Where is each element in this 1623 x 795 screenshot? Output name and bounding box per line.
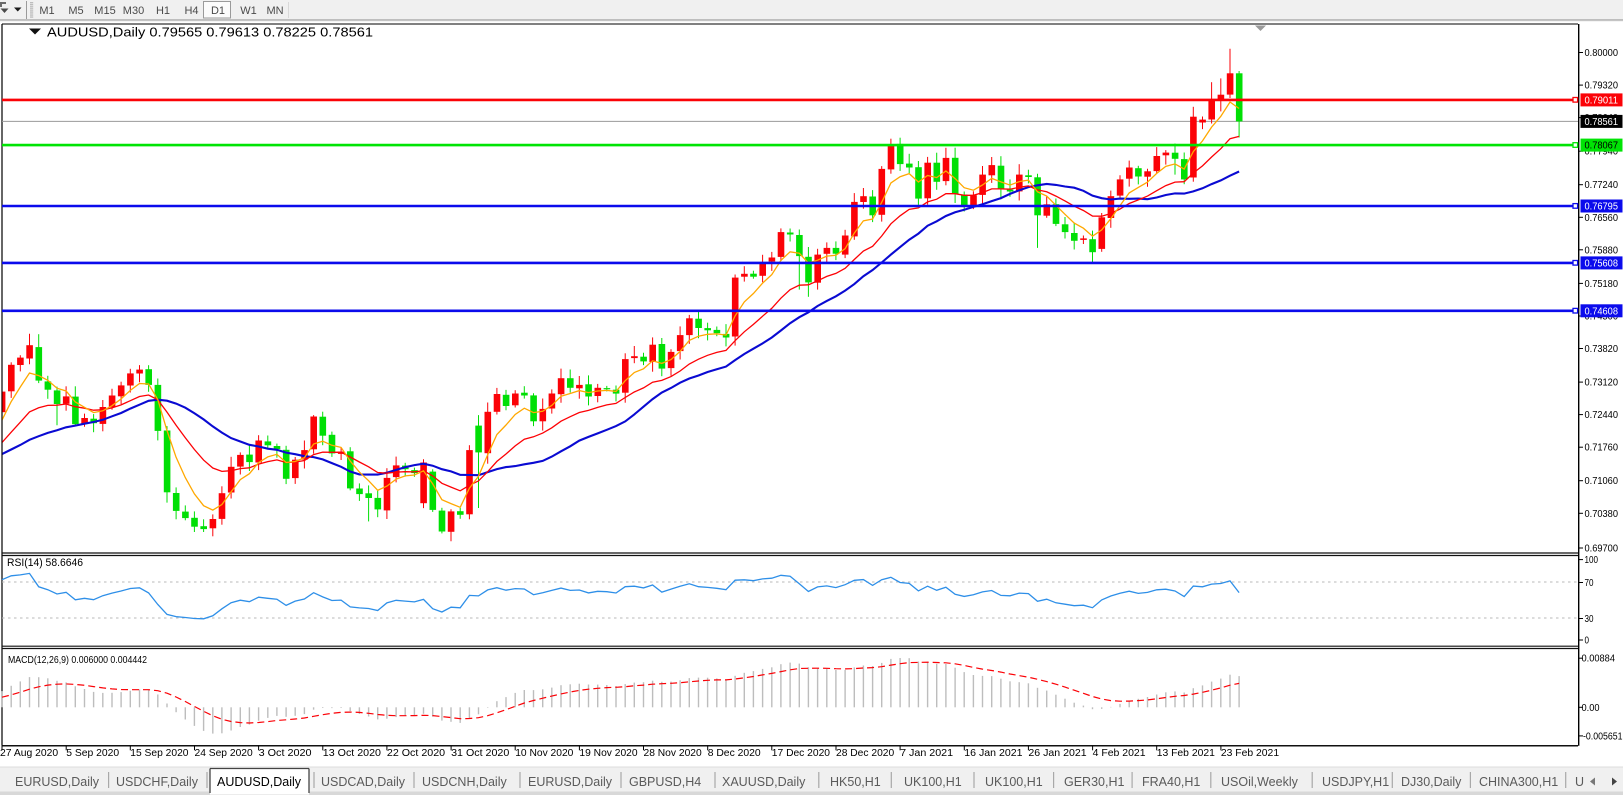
- svg-text:0.75180: 0.75180: [1585, 279, 1619, 290]
- svg-text:USOil,Weekly: USOil,Weekly: [1221, 775, 1299, 789]
- svg-text:FRA40,H1: FRA40,H1: [1142, 775, 1200, 789]
- svg-text:0.73120: 0.73120: [1585, 378, 1619, 389]
- svg-text:AUDUSD,Daily 0.79565 0.79613: AUDUSD,Daily 0.79565 0.79613 0.78225 0.7…: [47, 25, 373, 40]
- svg-text:UK100,H1: UK100,H1: [904, 775, 962, 789]
- svg-text:0.00: 0.00: [1582, 703, 1600, 714]
- svg-text:AUDUSD,Daily: AUDUSD,Daily: [217, 775, 302, 789]
- svg-text:13 Feb 2021: 13 Feb 2021: [1157, 747, 1215, 759]
- svg-text:0.71060: 0.71060: [1585, 476, 1619, 487]
- svg-text:0.80000: 0.80000: [1585, 48, 1619, 59]
- svg-text:0.77240: 0.77240: [1585, 180, 1619, 191]
- svg-text:MN: MN: [266, 5, 283, 17]
- svg-text:23 Feb 2021: 23 Feb 2021: [1221, 747, 1279, 759]
- svg-text:8 Dec 2020: 8 Dec 2020: [708, 747, 761, 759]
- svg-text:M30: M30: [123, 5, 144, 17]
- svg-text:22 Oct 2020: 22 Oct 2020: [387, 747, 445, 759]
- svg-text:M15: M15: [94, 5, 115, 17]
- svg-text:0.76560: 0.76560: [1585, 213, 1619, 224]
- svg-text:CHINA300,H1: CHINA300,H1: [1479, 775, 1558, 789]
- svg-text:0.70380: 0.70380: [1585, 509, 1619, 520]
- svg-text:DJ30,Daily: DJ30,Daily: [1401, 775, 1462, 789]
- svg-text:0.75608: 0.75608: [1585, 258, 1619, 269]
- svg-text:100: 100: [1585, 555, 1599, 566]
- svg-text:27 Aug 2020: 27 Aug 2020: [0, 747, 58, 759]
- svg-text:XAUUSD,Daily: XAUUSD,Daily: [722, 775, 806, 789]
- svg-text:MACD(12,26,9) 0.006000 0.00444: MACD(12,26,9) 0.006000 0.004442: [8, 654, 147, 666]
- svg-text:0.74608: 0.74608: [1585, 306, 1619, 317]
- svg-text:H1: H1: [156, 5, 170, 17]
- svg-text:M5: M5: [68, 5, 83, 17]
- svg-text:GER30,H1: GER30,H1: [1064, 775, 1124, 789]
- svg-text:0.76795: 0.76795: [1585, 202, 1619, 213]
- svg-text:D1: D1: [211, 5, 225, 17]
- svg-text:0: 0: [1585, 636, 1590, 647]
- svg-text:30: 30: [1585, 614, 1594, 625]
- svg-text:7 Jan 2021: 7 Jan 2021: [900, 747, 953, 759]
- svg-text:RSI(14) 58.6646: RSI(14) 58.6646: [7, 557, 83, 569]
- svg-text:13 Oct 2020: 13 Oct 2020: [323, 747, 381, 759]
- svg-text:UK100,H1: UK100,H1: [985, 775, 1043, 789]
- svg-text:0.79320: 0.79320: [1585, 81, 1619, 92]
- svg-text:USDJPY,H1: USDJPY,H1: [1322, 775, 1389, 789]
- svg-text:H4: H4: [184, 5, 198, 17]
- svg-text:3 Oct 2020: 3 Oct 2020: [259, 747, 312, 759]
- svg-text:EURUSD,Daily: EURUSD,Daily: [15, 775, 100, 789]
- svg-text:0.77940: 0.77940: [1585, 147, 1619, 158]
- svg-text:USDCNH,Daily: USDCNH,Daily: [422, 775, 507, 789]
- svg-text:0.69700: 0.69700: [1585, 544, 1619, 555]
- svg-text:GBPUSD,H4: GBPUSD,H4: [629, 775, 701, 789]
- svg-text:0.72440: 0.72440: [1585, 410, 1619, 421]
- svg-text:W1: W1: [240, 5, 257, 17]
- svg-text:10 Nov 2020: 10 Nov 2020: [515, 747, 573, 759]
- svg-text:28 Dec 2020: 28 Dec 2020: [836, 747, 894, 759]
- svg-text:28 Nov 2020: 28 Nov 2020: [644, 747, 702, 759]
- svg-text:USDCAD,Daily: USDCAD,Daily: [321, 775, 406, 789]
- svg-text:26 Jan 2021: 26 Jan 2021: [1028, 747, 1086, 759]
- svg-text:U: U: [1575, 775, 1584, 789]
- svg-text:0.75880: 0.75880: [1585, 245, 1619, 256]
- svg-text:0.73820: 0.73820: [1585, 344, 1619, 355]
- svg-text:HK50,H1: HK50,H1: [830, 775, 881, 789]
- svg-text:5 Sep 2020: 5 Sep 2020: [66, 747, 119, 759]
- svg-text:15 Sep 2020: 15 Sep 2020: [130, 747, 188, 759]
- svg-text:24 Sep 2020: 24 Sep 2020: [195, 747, 253, 759]
- svg-text:0.71760: 0.71760: [1585, 443, 1619, 454]
- svg-text:31 Oct 2020: 31 Oct 2020: [451, 747, 509, 759]
- svg-text:0.79011: 0.79011: [1585, 95, 1619, 106]
- svg-text:M1: M1: [39, 5, 54, 17]
- svg-text:19 Nov 2020: 19 Nov 2020: [579, 747, 637, 759]
- svg-text:70: 70: [1585, 578, 1594, 589]
- svg-text:16 Jan 2021: 16 Jan 2021: [964, 747, 1022, 759]
- svg-text:17 Dec 2020: 17 Dec 2020: [772, 747, 830, 759]
- svg-text:EURUSD,Daily: EURUSD,Daily: [528, 775, 613, 789]
- svg-text:0.00884: 0.00884: [1582, 654, 1616, 665]
- svg-text:-0.005651: -0.005651: [1583, 731, 1623, 742]
- svg-text:4 Feb 2021: 4 Feb 2021: [1093, 747, 1146, 759]
- svg-text:USDCHF,Daily: USDCHF,Daily: [116, 775, 199, 789]
- svg-text:0.78067: 0.78067: [1585, 141, 1619, 152]
- svg-text:0.78561: 0.78561: [1585, 117, 1619, 128]
